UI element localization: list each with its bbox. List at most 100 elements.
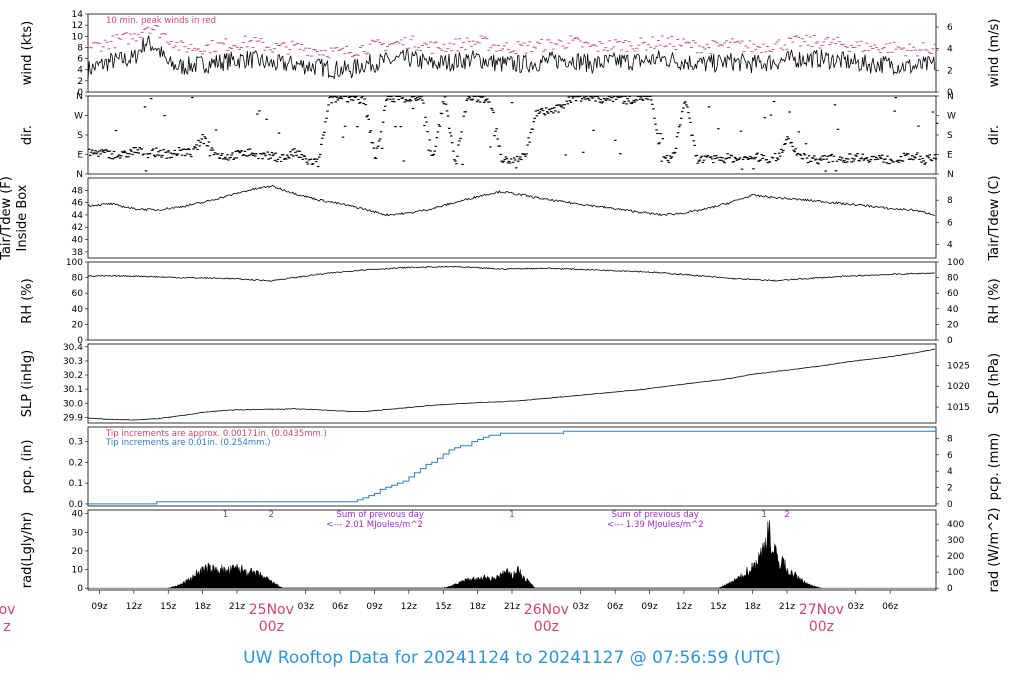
ytick-label-right: N <box>947 92 954 102</box>
radiation-annotation: Sum of previous day <box>337 510 424 520</box>
date-label: 27Nov <box>799 602 844 618</box>
panel-frame-0 <box>87 13 937 93</box>
ytick-label-right: W <box>947 112 956 122</box>
date-label: ov <box>0 602 15 618</box>
ytick-label: 10 <box>72 32 84 42</box>
panel-frame-4 <box>87 343 937 424</box>
xtick-label: 09z <box>641 602 657 612</box>
xtick-label: 12z <box>676 602 692 612</box>
xtick-label: 12z <box>126 602 142 612</box>
ytick-label: E <box>77 151 83 161</box>
ytick-label-right: 0 <box>947 88 953 98</box>
ytick-label: 48 <box>72 186 84 196</box>
ytick-label: 6 <box>77 55 83 65</box>
ytick-label: 40 <box>72 305 84 315</box>
ytick-label-right: 0 <box>947 584 953 594</box>
xtick-label: 06z <box>332 602 348 612</box>
ytick-label-right: 2 <box>947 66 953 76</box>
ytick-label: 0 <box>77 88 83 98</box>
ylabel-right: dir. <box>987 125 1002 145</box>
xtick-label: 06z <box>607 602 623 612</box>
ytick-label-right: 20 <box>947 320 959 330</box>
series-radiation <box>168 520 822 589</box>
ylabel-right: SLP (hPa) <box>987 353 1002 414</box>
xtick-label: 12z <box>401 602 417 612</box>
ytick-label: S <box>77 131 83 141</box>
xtick-label: 03z <box>573 602 589 612</box>
xtick-label: 15z <box>160 602 176 612</box>
ylabel-right: pcp. (mm) <box>987 433 1002 500</box>
ytick-label-right: 1020 <box>947 382 970 392</box>
ylabel-left: RH (%) <box>20 278 35 323</box>
ytick-label: 38 <box>72 248 84 258</box>
date-label: 26Nov <box>524 602 569 618</box>
ytick-label-right: 4 <box>947 467 953 477</box>
ytick-label-right: 80 <box>947 274 959 284</box>
ytick-label-right: 60 <box>947 289 959 299</box>
series-line-4 <box>87 348 935 421</box>
series-precip <box>88 430 936 505</box>
ytick-label-right: 1025 <box>947 361 970 371</box>
ylabel-left: rad(Lgly/hr) <box>20 512 35 588</box>
ytick-label: 20 <box>72 547 84 557</box>
ylabel-left: Tair/Tdew (F) <box>0 176 14 261</box>
ytick-label-right: 100 <box>947 568 964 578</box>
ytick-label-right: 8 <box>947 196 953 206</box>
ytick-label: 42 <box>72 223 83 233</box>
chart-title: UW Rooftop Data for 20241124 to 20241127… <box>243 648 781 668</box>
radiation-annotation: 1 <box>761 510 766 520</box>
ytick-label: 40 <box>72 236 84 246</box>
ylabel-left: SLP (inHg) <box>20 350 35 418</box>
series-sustained-wind <box>87 35 936 80</box>
radiation-annotation: <--- 1.39 MJoules/m^2 <box>607 520 704 530</box>
xtick-label: 09z <box>91 602 107 612</box>
ytick-label-right: 100 <box>947 258 964 268</box>
ytick-label-right: 0 <box>947 336 953 346</box>
series-line-3 <box>87 265 935 282</box>
ytick-label-right: 8 <box>947 434 953 444</box>
xtick-label: 21z <box>229 602 245 612</box>
xtick-label: 06z <box>882 602 898 612</box>
ylabel-right: wind (m/s) <box>987 19 1002 88</box>
ytick-label: 0.0 <box>69 500 84 510</box>
ytick-label: 30.1 <box>63 385 83 395</box>
xtick-label: 03z <box>298 602 314 612</box>
date-label: 25Nov <box>249 602 294 618</box>
panel-frame-3 <box>87 261 937 341</box>
ytick-label-right: 6 <box>947 23 953 33</box>
panel-frame-2 <box>87 177 937 259</box>
ytick-label: W <box>74 112 83 122</box>
ytick-label-right: E <box>947 151 953 161</box>
radiation-annotation: 2 <box>269 510 274 520</box>
panel-frame-5 <box>87 426 937 507</box>
ytick-label: 4 <box>77 66 83 76</box>
ytick-label: 30 <box>72 528 84 538</box>
ylabel-left: pcp. (in) <box>20 440 35 494</box>
xtick-label: 03z <box>848 602 864 612</box>
ytick-label-right: 40 <box>947 305 959 315</box>
ylabel-right: RH (%) <box>987 278 1002 323</box>
ytick-label-right: 0 <box>947 500 953 510</box>
ytick-label: 60 <box>72 289 84 299</box>
ytick-label: 2 <box>77 77 83 87</box>
date-zero-label: 00z <box>809 619 834 635</box>
ylabel-right: rad (W/m^2) <box>987 508 1002 593</box>
ytick-label-right: N <box>947 170 954 180</box>
ytick-label: 20 <box>72 320 84 330</box>
ytick-label: 0 <box>77 584 83 594</box>
xtick-label: 18z <box>195 602 211 612</box>
radiation-annotation: Sum of previous day <box>612 510 699 520</box>
ytick-label-right: 200 <box>947 552 964 562</box>
radiation-annotation: 1 <box>509 510 514 520</box>
ytick-label: 100 <box>66 258 83 268</box>
radiation-annotation: 1 <box>223 510 228 520</box>
wind-annotation: 10 min. peak winds in red <box>106 16 216 26</box>
radiation-annotation: <--- 2.01 MJoules/m^2 <box>326 520 423 530</box>
radiation-annotation: 2 <box>784 510 789 520</box>
ylabel-right: Tair/Tdew (C) <box>987 175 1002 261</box>
ylabel-left: Inside Box <box>15 184 30 251</box>
ytick-label-right: 300 <box>947 536 964 546</box>
ytick-label: 46 <box>72 199 84 209</box>
xtick-label: 09z <box>366 602 382 612</box>
ytick-label-right: 6 <box>947 451 953 461</box>
